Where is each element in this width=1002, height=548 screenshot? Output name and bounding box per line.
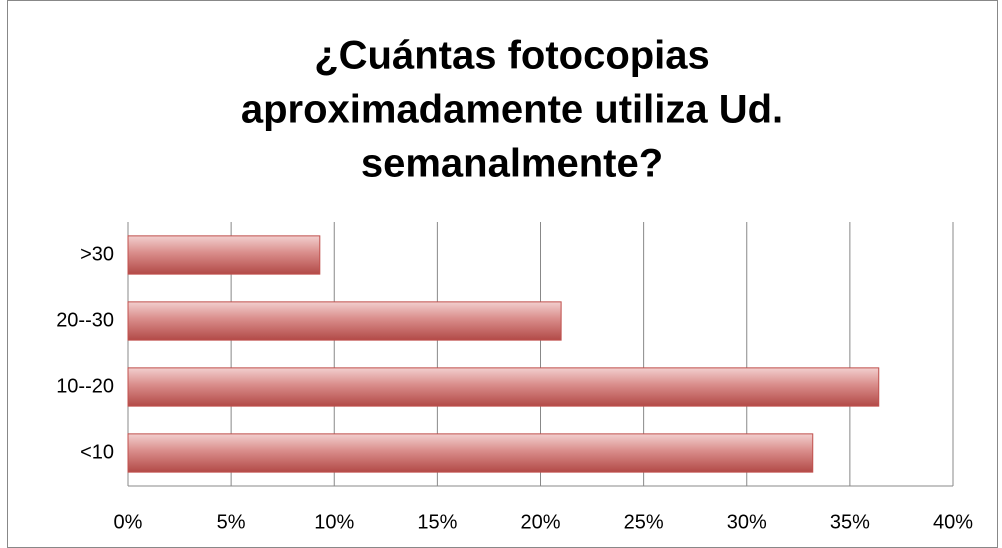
chart-title: aproximadamente utiliza Ud. bbox=[241, 88, 783, 132]
y-tick-label: 20--30 bbox=[56, 309, 114, 331]
y-tick-label: <10 bbox=[80, 441, 114, 463]
x-tick-label: 20% bbox=[520, 511, 560, 533]
y-tick-label: >30 bbox=[80, 243, 114, 265]
y-tick-label: 10--20 bbox=[56, 375, 114, 397]
x-tick-label: 35% bbox=[830, 511, 870, 533]
chart-title: semanalmente? bbox=[361, 142, 663, 186]
chart-title: ¿Cuántas fotocopias bbox=[314, 34, 710, 78]
bar bbox=[127, 235, 321, 275]
bar bbox=[127, 301, 562, 341]
bar bbox=[127, 433, 814, 473]
x-tick-label: 5% bbox=[217, 511, 246, 533]
x-tick-label: 25% bbox=[624, 511, 664, 533]
x-tick-label: 40% bbox=[933, 511, 973, 533]
x-tick-label: 10% bbox=[314, 511, 354, 533]
x-tick-label: 0% bbox=[114, 511, 143, 533]
x-tick-label: 15% bbox=[417, 511, 457, 533]
bar bbox=[127, 367, 880, 407]
x-tick-label: 30% bbox=[727, 511, 767, 533]
